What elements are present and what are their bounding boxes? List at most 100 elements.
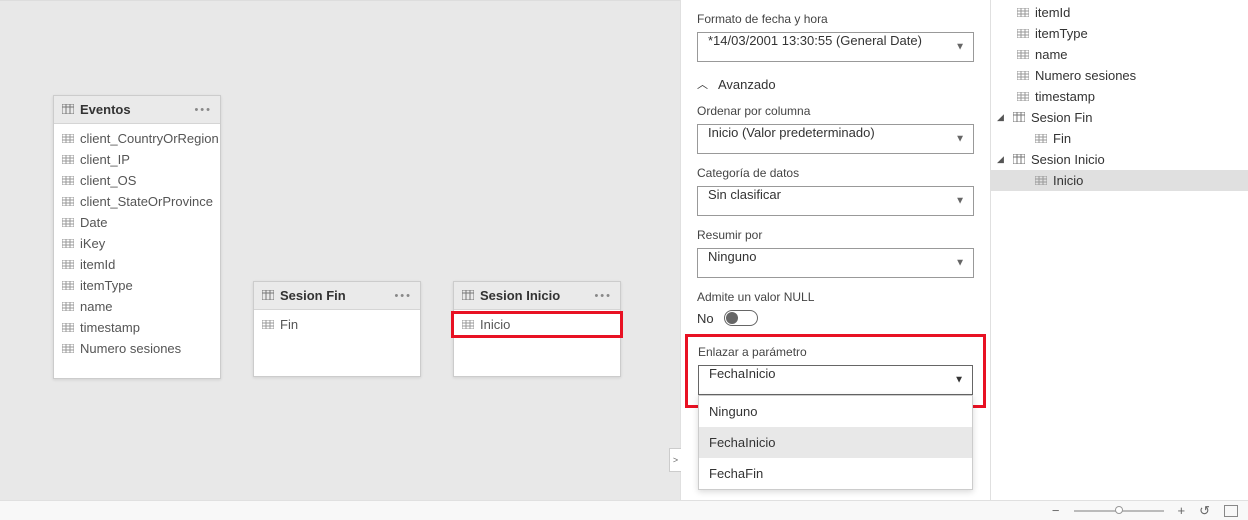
summarize-select[interactable]: Ninguno ▼	[697, 248, 974, 278]
column-icon	[1017, 5, 1029, 20]
param-dropdown: FechaInicio ▼ NingunoFechaInicioFechaFin	[698, 365, 973, 395]
table-column[interactable]: client_OS	[54, 170, 220, 191]
format-value: *14/03/2001 13:30:55 (General Date)	[708, 33, 922, 48]
fields-panel: itemId itemType name Numero sesiones timesta…	[990, 0, 1248, 500]
nullable-label: Admite un valor NULL	[697, 290, 974, 304]
param-options-list: NingunoFechaInicioFechaFin	[698, 395, 973, 490]
param-option[interactable]: FechaFin	[699, 458, 972, 489]
fields-column-item[interactable]: Fin	[991, 128, 1248, 149]
column-name: Fin	[280, 317, 298, 332]
table-card-header[interactable]: Sesion Fin•••	[254, 282, 420, 310]
table-title: Eventos	[80, 102, 194, 117]
more-icon[interactable]: •••	[594, 290, 612, 302]
table-column[interactable]: client_IP	[54, 149, 220, 170]
table-icon	[462, 288, 474, 303]
nullable-value: No	[697, 311, 714, 326]
properties-panel: > Formato de fecha y hora *14/03/2001 13…	[680, 0, 990, 500]
table-card-header[interactable]: Sesion Inicio•••	[454, 282, 620, 310]
advanced-section-header[interactable]: ︿ Avanzado	[697, 76, 974, 92]
table-column[interactable]: itemType	[54, 275, 220, 296]
field-label: Sesion Fin	[1031, 110, 1092, 125]
chevron-up-icon: ︿	[697, 76, 708, 92]
table-column[interactable]: client_CountryOrRegion	[54, 128, 220, 149]
table-card-eventos[interactable]: Eventos••• client_CountryOrRegion client_I…	[53, 95, 221, 379]
format-select[interactable]: *14/03/2001 13:30:55 (General Date) ▼	[697, 32, 974, 62]
bind-parameter-block: Enlazar a parámetro FechaInicio ▼ Ningun…	[685, 334, 986, 408]
table-icon	[262, 288, 274, 303]
field-label: itemId	[1035, 5, 1070, 20]
table-column[interactable]: iKey	[54, 233, 220, 254]
zoom-in-button[interactable]: +	[1178, 503, 1186, 518]
more-icon[interactable]: •••	[394, 290, 412, 302]
nullable-toggle[interactable]	[724, 310, 758, 326]
column-icon	[1017, 68, 1029, 83]
table-column[interactable]: Fin	[254, 314, 420, 335]
fields-column-item[interactable]: itemId	[991, 2, 1248, 23]
table-title: Sesion Inicio	[480, 288, 594, 303]
column-name: itemId	[80, 257, 115, 272]
table-card-body: Inicio	[454, 310, 620, 339]
table-column[interactable]: name	[54, 296, 220, 317]
field-label: Inicio	[1053, 173, 1083, 188]
sort-select[interactable]: Inicio (Valor predeterminado) ▼	[697, 124, 974, 154]
column-name: client_CountryOrRegion	[80, 131, 219, 146]
zoom-reset-button[interactable]: ↺	[1199, 503, 1210, 519]
zoom-out-button[interactable]: −	[1052, 503, 1060, 518]
chevron-down-icon: ▼	[955, 42, 965, 53]
column-icon	[62, 173, 74, 188]
column-icon	[62, 278, 74, 293]
column-icon	[62, 257, 74, 272]
column-name: client_OS	[80, 173, 136, 188]
param-option[interactable]: Ninguno	[699, 396, 972, 427]
table-column[interactable]: Inicio	[451, 311, 623, 338]
field-label: timestamp	[1035, 89, 1095, 104]
fit-to-screen-icon[interactable]	[1224, 505, 1238, 517]
panel-expand-toggle[interactable]: >	[669, 448, 681, 472]
column-icon	[62, 236, 74, 251]
table-icon	[62, 102, 74, 117]
table-column[interactable]: itemId	[54, 254, 220, 275]
table-card-sesion-fin[interactable]: Sesion Fin••• Fin	[253, 281, 421, 377]
column-name: Numero sesiones	[80, 341, 181, 356]
table-card-sesion-inicio[interactable]: Sesion Inicio••• Inicio	[453, 281, 621, 377]
collapse-icon[interactable]: ◢	[997, 112, 1004, 123]
column-name: Date	[80, 215, 107, 230]
model-canvas[interactable]: Eventos•••client_CountryOrRegionclient_I…	[0, 0, 680, 500]
table-column[interactable]: Date	[54, 212, 220, 233]
table-column[interactable]: timestamp	[54, 317, 220, 338]
fields-table-item[interactable]: ◢Sesion Inicio	[991, 149, 1248, 170]
column-icon	[62, 194, 74, 209]
table-card-body: Fin	[254, 310, 420, 339]
param-label: Enlazar a parámetro	[698, 345, 973, 359]
chevron-down-icon: ▼	[955, 196, 965, 207]
zoom-slider[interactable]	[1074, 510, 1164, 512]
fields-column-item[interactable]: name	[991, 44, 1248, 65]
table-card-header[interactable]: Eventos•••	[54, 96, 220, 124]
sort-label: Ordenar por columna	[697, 104, 974, 118]
column-icon	[62, 299, 74, 314]
column-name: client_StateOrProvince	[80, 194, 213, 209]
fields-column-item[interactable]: itemType	[991, 23, 1248, 44]
param-select[interactable]: FechaInicio ▼	[698, 365, 973, 395]
chevron-down-icon: ▼	[955, 258, 965, 269]
category-value: Sin clasificar	[708, 187, 781, 202]
fields-list: itemId itemType name Numero sesiones timesta…	[991, 0, 1248, 193]
param-option[interactable]: FechaInicio	[699, 427, 972, 458]
fields-column-item[interactable]: Inicio	[991, 170, 1248, 191]
column-icon	[62, 341, 74, 356]
column-icon	[62, 131, 74, 146]
column-name: timestamp	[80, 320, 140, 335]
column-name: Inicio	[480, 317, 510, 332]
more-icon[interactable]: •••	[194, 104, 212, 116]
category-select[interactable]: Sin clasificar ▼	[697, 186, 974, 216]
column-icon	[1035, 131, 1047, 146]
status-bar: − + ↺	[0, 500, 1248, 520]
field-label: name	[1035, 47, 1068, 62]
fields-column-item[interactable]: Numero sesiones	[991, 65, 1248, 86]
fields-column-item[interactable]: timestamp	[991, 86, 1248, 107]
table-column[interactable]: client_StateOrProvince	[54, 191, 220, 212]
table-column[interactable]: Numero sesiones	[54, 338, 220, 359]
fields-table-item[interactable]: ◢ Sesion Fin	[991, 107, 1248, 128]
sort-value: Inicio (Valor predeterminado)	[708, 125, 875, 140]
collapse-icon[interactable]: ◢	[997, 154, 1004, 165]
